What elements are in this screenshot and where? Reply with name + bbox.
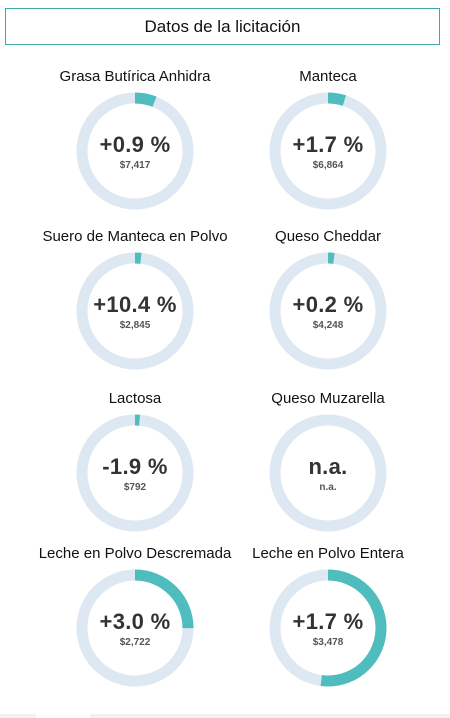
commodity-card: Leche en Polvo Entera +1.7 % $3,478	[223, 545, 433, 695]
change-percent: n.a.	[308, 453, 348, 479]
card-title: Queso Muzarella	[271, 390, 385, 407]
gauge-ring	[269, 252, 387, 370]
commodity-card: Queso Muzarella n.a. n.a.	[223, 390, 433, 540]
gauge-center: n.a. n.a.	[267, 412, 389, 534]
card-title: Queso Cheddar	[275, 228, 381, 245]
panel-title: Datos de la licitación	[144, 16, 301, 36]
commodity-card: Grasa Butírica Anhidra +0.9 % $7,417	[30, 68, 240, 218]
gauge-ring	[269, 414, 387, 532]
commodity-card: Queso Cheddar +0.2 % $4,248	[223, 228, 433, 378]
gauge-center: +0.2 % $4,248	[267, 250, 389, 372]
gauge-fill-arc	[76, 569, 194, 687]
price-value: n.a.	[319, 481, 337, 493]
commodity-card: Suero de Manteca en Polvo +10.4 % $2,845	[30, 228, 240, 378]
gauge-ring	[269, 92, 387, 210]
card-title: Suero de Manteca en Polvo	[42, 228, 228, 245]
gauge-ring	[76, 252, 194, 370]
card-title: Manteca	[299, 68, 357, 85]
price-value: $3,478	[312, 636, 344, 648]
donut-gauge: +0.2 % $4,248	[267, 250, 389, 372]
gauge-center: -1.9 % $792	[74, 412, 196, 534]
donut-gauge: n.a. n.a.	[267, 412, 389, 534]
gauge-fill-arc	[269, 252, 387, 370]
gauge-center: +0.9 % $7,417	[74, 90, 196, 212]
change-percent: +10.4 %	[93, 291, 177, 317]
card-title: Leche en Polvo Descremada	[38, 545, 232, 562]
donut-gauge: +3.0 % $2,722	[74, 567, 196, 689]
gauge-track	[269, 414, 387, 532]
gauge-center: +10.4 % $2,845	[74, 250, 196, 372]
gauge-fill-arc	[76, 252, 194, 370]
panel-header: Datos de la licitación	[5, 8, 440, 45]
commodity-card: Manteca +1.7 % $6,864	[223, 68, 433, 218]
price-value: $4,248	[312, 319, 344, 331]
gauge-ring	[76, 92, 194, 210]
commodity-card: Leche en Polvo Descremada +3.0 % $2,722	[30, 545, 240, 695]
gauge-center: +1.7 % $3,478	[267, 567, 389, 689]
price-value: $7,417	[119, 159, 151, 171]
change-percent: +1.7 %	[292, 608, 364, 634]
change-percent: +3.0 %	[99, 608, 171, 634]
gauge-fill-arc	[269, 569, 387, 687]
change-percent: +0.9 %	[99, 131, 171, 157]
price-value: $2,722	[119, 636, 151, 648]
card-title: Grasa Butírica Anhidra	[59, 68, 211, 85]
card-title: Leche en Polvo Entera	[252, 545, 404, 562]
gauge-ring	[76, 569, 194, 687]
donut-gauge: +0.9 % $7,417	[74, 90, 196, 212]
gauge-fill-arc	[269, 92, 387, 210]
donut-gauge: +10.4 % $2,845	[74, 250, 196, 372]
gauge-fill-arc	[76, 92, 194, 210]
donut-gauge: +1.7 % $3,478	[267, 567, 389, 689]
change-percent: +0.2 %	[292, 291, 364, 317]
bottom-scroll-strip	[0, 714, 450, 718]
commodity-card: Lactosa -1.9 % $792	[30, 390, 240, 540]
price-value: $2,845	[119, 319, 151, 331]
gauge-center: +1.7 % $6,864	[267, 90, 389, 212]
gauge-center: +3.0 % $2,722	[74, 567, 196, 689]
card-title: Lactosa	[108, 390, 162, 407]
gauge-ring	[269, 569, 387, 687]
gauge-fill-arc	[76, 414, 194, 532]
change-percent: -1.9 %	[102, 453, 168, 479]
price-value: $792	[123, 481, 147, 493]
gauge-ring	[76, 414, 194, 532]
donut-gauge: +1.7 % $6,864	[267, 90, 389, 212]
price-value: $6,864	[312, 159, 344, 171]
donut-gauge: -1.9 % $792	[74, 412, 196, 534]
change-percent: +1.7 %	[292, 131, 364, 157]
